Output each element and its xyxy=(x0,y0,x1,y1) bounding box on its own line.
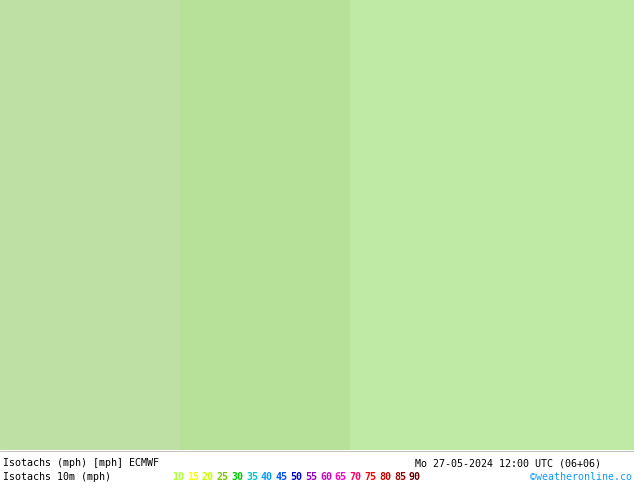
Text: 85: 85 xyxy=(394,472,406,482)
Text: Isotachs 10m (mph): Isotachs 10m (mph) xyxy=(3,472,111,482)
Text: 40: 40 xyxy=(261,472,273,482)
Text: 70: 70 xyxy=(349,472,361,482)
Text: 60: 60 xyxy=(320,472,332,482)
Text: 75: 75 xyxy=(365,472,377,482)
Text: Mo 27-05-2024 12:00 UTC (06+06): Mo 27-05-2024 12:00 UTC (06+06) xyxy=(415,458,601,468)
Text: 45: 45 xyxy=(276,472,288,482)
Text: 65: 65 xyxy=(335,472,347,482)
Text: 80: 80 xyxy=(379,472,391,482)
Text: Isotachs (mph) [mph] ECMWF: Isotachs (mph) [mph] ECMWF xyxy=(3,458,159,468)
Text: 55: 55 xyxy=(305,472,317,482)
Text: ©weatheronline.co.uk: ©weatheronline.co.uk xyxy=(530,472,634,482)
Text: 30: 30 xyxy=(231,472,243,482)
Text: 90: 90 xyxy=(409,472,421,482)
Text: 20: 20 xyxy=(202,472,214,482)
Text: 50: 50 xyxy=(290,472,302,482)
Text: 15: 15 xyxy=(187,472,199,482)
Text: 10: 10 xyxy=(172,472,184,482)
Text: 35: 35 xyxy=(246,472,258,482)
Text: 25: 25 xyxy=(216,472,228,482)
